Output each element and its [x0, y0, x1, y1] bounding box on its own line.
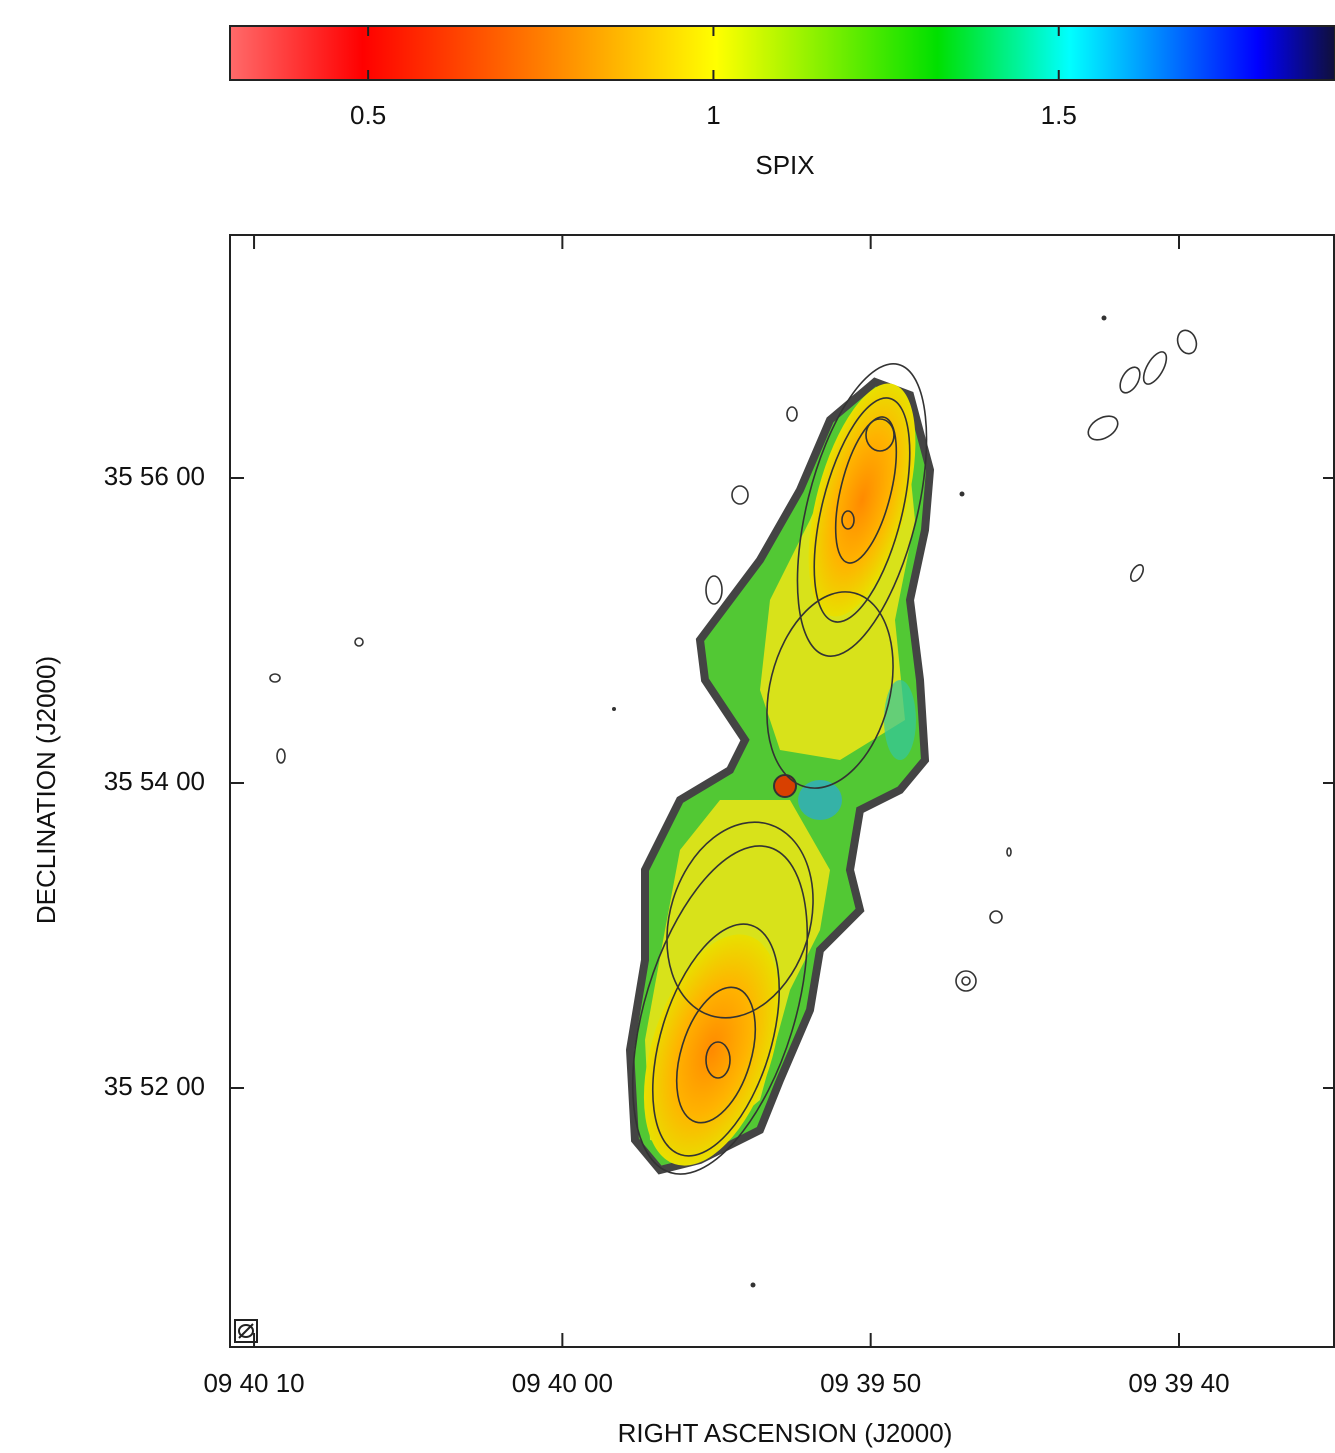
x-tick-label: 09 39 40 — [1128, 1368, 1229, 1398]
x-axis-label: RIGHT ASCENSION (J2000) — [618, 1418, 953, 1448]
y-tick-label: 35 54 00 — [104, 766, 205, 796]
colorbar-tick-label: 0.5 — [350, 100, 386, 130]
x-tick-label: 09 40 10 — [203, 1368, 304, 1398]
colorbar-tick-label: 1.5 — [1041, 100, 1077, 130]
x-tick-label: 09 40 00 — [512, 1368, 613, 1398]
core — [773, 774, 797, 798]
contours — [269, 315, 1198, 1288]
colorbar — [229, 25, 1335, 81]
beam — [234, 1319, 258, 1343]
y-tick-label: 35 56 00 — [104, 461, 205, 491]
source-image — [234, 315, 1198, 1343]
colorbar-tick-label: 1 — [706, 100, 720, 130]
y-tick-label: 35 52 00 — [104, 1071, 205, 1101]
plot-frame — [229, 234, 1335, 1348]
blue-patch — [884, 680, 916, 760]
x-tick-label: 09 39 50 — [820, 1368, 921, 1398]
blue-patch — [798, 780, 842, 820]
colorbar-label: SPIX — [755, 150, 814, 180]
y-axis-label: DECLINATION (J2000) — [31, 656, 61, 924]
